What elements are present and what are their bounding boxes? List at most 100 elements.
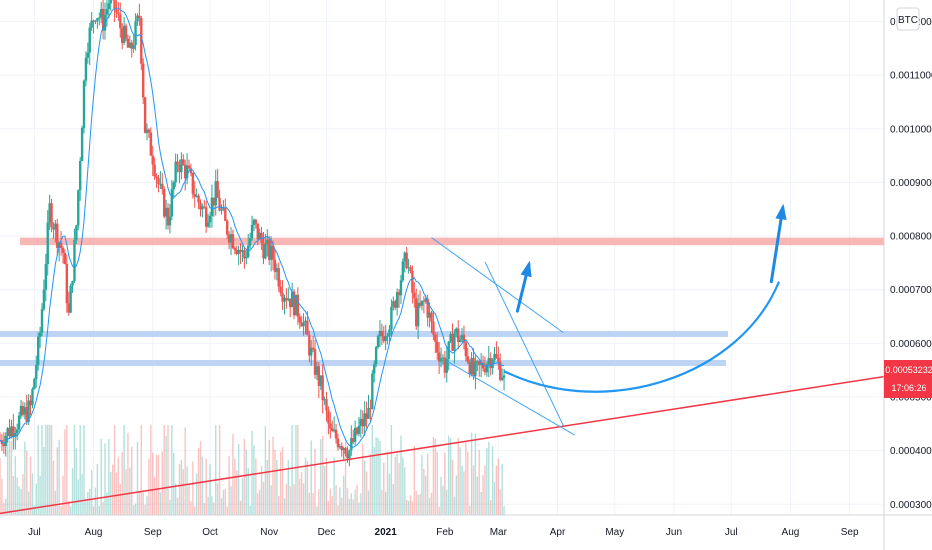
candle-body — [119, 14, 122, 29]
candle-body — [243, 250, 246, 259]
volume-bar — [129, 467, 131, 515]
candle-body — [441, 357, 445, 359]
candle-body — [99, 8, 103, 18]
candle-body — [174, 161, 177, 183]
volume-bar — [35, 483, 37, 515]
candle-body — [29, 400, 32, 406]
x-tick-label: Feb — [436, 527, 454, 538]
bar-countdown: 17:06:26 — [891, 383, 926, 393]
candle-body — [109, 0, 112, 4]
y-tick-label: 0.00080000 — [890, 232, 932, 243]
volume-bar — [117, 456, 120, 515]
volume-bar — [342, 475, 345, 515]
volume-bar — [123, 425, 125, 515]
candle-body — [334, 429, 338, 439]
volume-bar — [60, 505, 62, 515]
x-axis[interactable]: Jul Aug Sep Oct Nov Dec 2021 Feb Mar Apr May Jun Jul… — [28, 527, 859, 538]
zone-band — [0, 330, 728, 337]
candle-body — [56, 223, 59, 248]
volume-bar — [285, 483, 288, 515]
candle-body — [42, 289, 46, 310]
volume-bar — [419, 494, 421, 515]
volume-bar — [216, 483, 219, 515]
x-tick-label: Aug — [782, 527, 800, 538]
candle-body — [457, 328, 460, 342]
candle-body — [84, 57, 88, 81]
volume-bar — [270, 485, 272, 515]
candle-body — [140, 18, 143, 64]
candle-body — [273, 259, 277, 272]
volume-bar — [10, 440, 13, 515]
volume-bar — [489, 500, 492, 515]
volume-bar — [102, 501, 104, 515]
candle-body — [107, 3, 111, 10]
candle-body — [15, 429, 19, 433]
volume-bar — [348, 498, 351, 515]
candle-body — [401, 261, 405, 281]
volume-bar — [218, 425, 221, 515]
volume-bar — [365, 471, 368, 515]
volume-bar — [159, 492, 162, 515]
candle-body — [323, 399, 326, 401]
candle-body — [153, 164, 156, 177]
candle-body — [145, 129, 149, 133]
candle-body — [313, 349, 317, 375]
support-resistance-zones — [0, 237, 884, 366]
candle-body — [44, 264, 48, 290]
candle-body — [290, 291, 294, 308]
volume-bar — [222, 489, 225, 515]
volume-bar — [232, 433, 234, 515]
candle-body — [499, 361, 502, 380]
volume-bar — [486, 448, 488, 515]
volume-bar — [1, 479, 3, 515]
volume-bar — [379, 441, 381, 515]
candle-body — [63, 252, 67, 265]
candle-body — [300, 322, 303, 327]
candle-body — [342, 448, 345, 451]
candle-body — [130, 42, 133, 49]
candle-body — [283, 297, 286, 302]
candle-body — [233, 248, 237, 251]
volume-bar — [381, 490, 383, 515]
volume-bar — [138, 491, 141, 515]
volume-bar — [18, 486, 20, 515]
volume-bar — [447, 435, 450, 515]
volume-bar — [362, 444, 364, 515]
candle-body — [48, 203, 51, 223]
candle-body — [159, 183, 162, 185]
candle-body — [397, 292, 401, 296]
candle-body — [285, 297, 288, 301]
volume-bar — [320, 439, 322, 515]
candle-body — [197, 195, 200, 203]
volume-bar — [199, 441, 202, 515]
candle-body — [476, 361, 479, 363]
candle-body — [155, 176, 158, 179]
volume-bar — [45, 425, 47, 515]
volume-bar — [501, 464, 503, 515]
candle-body — [149, 132, 153, 156]
volume-bar — [56, 447, 58, 515]
candle-body — [395, 292, 399, 308]
volume-bar — [255, 458, 257, 515]
volume-bar — [108, 438, 110, 515]
volume-bar — [375, 437, 377, 515]
candle-body — [161, 183, 164, 190]
volume-bar — [224, 488, 226, 515]
candle-body — [344, 448, 347, 455]
volume-bar — [75, 448, 78, 515]
candle-body — [451, 334, 454, 351]
candle-body — [212, 197, 216, 206]
volume-bar — [425, 475, 427, 515]
volume-bar — [268, 440, 270, 515]
volume-bar — [220, 498, 223, 515]
candle-body — [474, 361, 477, 377]
candle-body — [462, 334, 466, 343]
candle-body — [151, 155, 154, 165]
channel-line-lower — [446, 360, 575, 436]
candle-body — [357, 425, 361, 434]
volume-bar — [201, 456, 204, 515]
volume-bar — [314, 448, 316, 515]
x-tick-label: Sep — [841, 527, 859, 538]
